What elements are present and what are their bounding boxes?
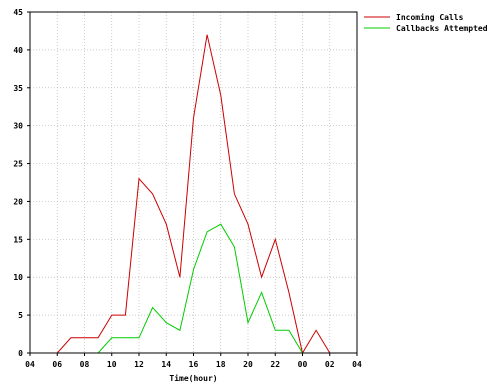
x-tick-label: 20 (243, 360, 253, 369)
legend: Incoming Calls Callbacks Attempted (364, 12, 488, 33)
x-tick-label: 10 (107, 360, 117, 369)
x-tick-label: 18 (216, 360, 226, 369)
series-line-0 (43, 34, 344, 355)
y-tick-label: 0 (18, 349, 23, 358)
y-tick-label: 35 (13, 84, 23, 93)
legend-label: Incoming Calls (396, 12, 464, 22)
x-tick-label: 06 (52, 360, 62, 369)
x-tick-label: 22 (270, 360, 280, 369)
x-tick-label: 00 (298, 360, 308, 369)
x-tick-label: 08 (80, 360, 90, 369)
series-lines (43, 34, 344, 355)
x-tick-label: 16 (189, 360, 199, 369)
x-tick-label: 04 (25, 360, 35, 369)
y-tick-label: 5 (18, 311, 23, 320)
y-tick-label: 15 (13, 235, 23, 244)
y-tick-label: 30 (13, 122, 23, 131)
x-tick-label: 12 (134, 360, 144, 369)
x-tick-label: 04 (352, 360, 362, 369)
y-tick-label: 10 (13, 273, 23, 282)
grid (30, 12, 357, 353)
y-tick-label: 25 (13, 160, 23, 169)
y-tick-label: 20 (13, 197, 23, 206)
x-tick-label: 02 (325, 360, 335, 369)
y-tick-label: 40 (13, 46, 23, 55)
x-axis-title: Time(hour) (169, 373, 217, 383)
y-tick-label: 45 (13, 8, 23, 17)
legend-label: Callbacks Attempted (396, 24, 488, 33)
x-tick-label: 14 (161, 360, 171, 369)
tick-labels: 04 06 08 10 12 14 16 18 20 22 00 02 0405101520253035… (13, 8, 362, 369)
